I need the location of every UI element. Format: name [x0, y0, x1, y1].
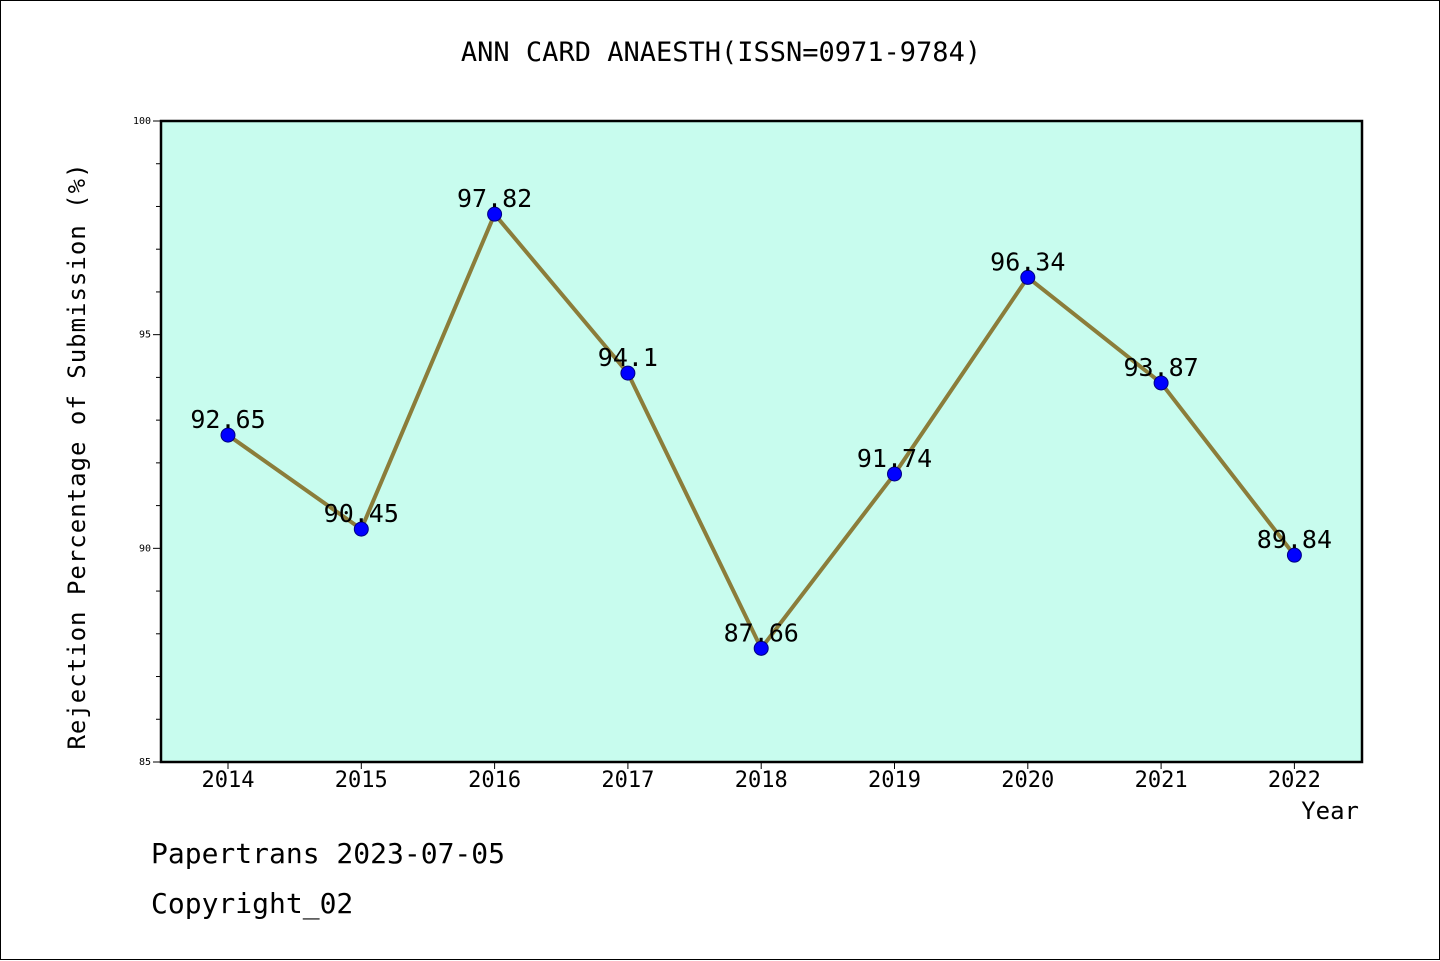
x-tick-label: 2017: [601, 768, 654, 793]
y-tick-label: 100: [133, 116, 151, 127]
data-label: 90.45: [324, 499, 399, 528]
y-tick-label: 85: [139, 757, 151, 768]
data-point: [1153, 375, 1169, 391]
data-label: 91.74: [857, 444, 932, 473]
footer-copyright: Copyright_02: [151, 887, 354, 920]
y-tick-label: 90: [139, 543, 151, 554]
data-label: 92.65: [190, 405, 265, 434]
y-tick-label: 95: [139, 330, 151, 341]
x-tick-label: 2016: [468, 768, 521, 793]
x-tick-label: 2022: [1268, 768, 1321, 793]
data-point: [753, 640, 769, 656]
x-tick-label: 2020: [1001, 768, 1054, 793]
footer-source: Papertrans 2023-07-05: [151, 837, 506, 870]
x-tick-label: 2015: [335, 768, 388, 793]
x-tick-label: 2021: [1135, 768, 1188, 793]
data-point: [620, 365, 636, 381]
y-axis-label: Rejection Percentage of Submission (%): [63, 162, 91, 750]
plot-area: [161, 121, 1362, 762]
x-tick-label: 2018: [735, 768, 788, 793]
x-axis-label: Year: [1301, 797, 1359, 825]
data-label: 93.87: [1123, 353, 1198, 382]
data-point: [887, 466, 902, 482]
data-label: 96.34: [990, 247, 1065, 276]
x-tick-label: 2019: [868, 768, 921, 793]
plot-frame: [159, 119, 1364, 764]
x-tick-label: 2014: [202, 768, 255, 793]
data-label: 97.82: [457, 184, 532, 213]
data-point: [353, 521, 369, 537]
data-point: [487, 206, 503, 222]
data-point: [1020, 269, 1036, 285]
chart-title: ANN CARD ANAESTH(ISSN=0971-9784): [460, 37, 982, 68]
data-point: [1286, 547, 1302, 563]
data-point: [220, 427, 236, 443]
data-label: 87.66: [724, 618, 799, 647]
data-label: 94.1: [598, 343, 658, 372]
data-label: 89.84: [1257, 525, 1332, 554]
